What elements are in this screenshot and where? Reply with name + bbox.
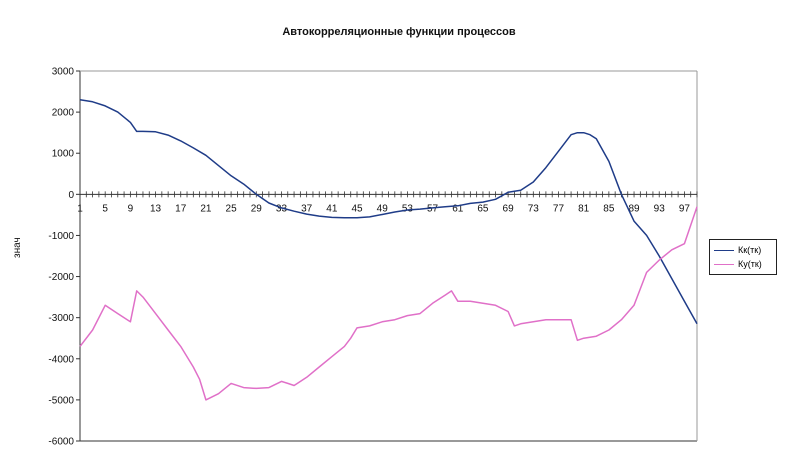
legend-label-series-2: Ку(тк) <box>738 259 762 269</box>
series-line-2 <box>79 206 698 401</box>
x-tick-label: 1 <box>77 203 83 214</box>
x-tick-label: 37 <box>301 203 313 214</box>
x-tick-label: 53 <box>402 203 414 214</box>
y-tick-label: -5000 <box>48 395 74 406</box>
x-tick-label: 45 <box>351 203 363 214</box>
x-tick-label: 9 <box>128 203 134 214</box>
y-tick-label: -3000 <box>48 313 74 324</box>
x-tick-label: 25 <box>226 203 238 214</box>
y-tick-label: -6000 <box>48 437 74 448</box>
legend-swatch-series-1 <box>714 249 734 251</box>
x-tick-label: 97 <box>679 203 691 214</box>
x-tick-label: 5 <box>102 203 108 214</box>
x-tick-label: 17 <box>175 203 187 214</box>
x-tick-label: 13 <box>150 203 162 214</box>
legend-label-series-1: Кк(тк) <box>738 245 762 255</box>
y-tick-label: -1000 <box>48 231 74 242</box>
x-tick-label: 49 <box>377 203 389 214</box>
x-tick-label: 41 <box>326 203 338 214</box>
legend: Кк(тк) Ку(тк) <box>709 239 777 275</box>
y-tick-label: 1000 <box>52 149 75 160</box>
x-tick-label: 81 <box>578 203 590 214</box>
x-tick-label: 85 <box>603 203 615 214</box>
axes: 3000 2000 1000 0 -1000 -2000 -3000 -4000 -5000 -6… <box>48 67 698 448</box>
x-tick-label: 65 <box>477 203 489 214</box>
series-line-1 <box>79 99 698 325</box>
series-group <box>79 99 698 401</box>
legend-swatch-series-2 <box>714 263 734 265</box>
legend-item-series-2: Ку(тк) <box>714 258 762 270</box>
x-tick-label: 73 <box>528 203 540 214</box>
x-tick-label: 93 <box>654 203 666 214</box>
x-tick-label: 57 <box>427 203 439 214</box>
legend-item-series-1: Кк(тк) <box>714 244 761 256</box>
x-tick-label: 89 <box>628 203 640 214</box>
x-tick-label: 29 <box>251 203 263 214</box>
x-tick-label: 21 <box>200 203 212 214</box>
x-tick-label: 69 <box>503 203 515 214</box>
y-tick-label: -2000 <box>48 272 74 283</box>
y-tick-label: 3000 <box>52 67 75 78</box>
chart-title: Автокорреляционные функции процессов <box>282 26 516 38</box>
x-tick-label: 77 <box>553 203 565 214</box>
x-tick-label: 61 <box>452 203 464 214</box>
x-tick-label: 33 <box>276 203 288 214</box>
y-tick-label: -4000 <box>48 354 74 365</box>
y-tick-label: 0 <box>68 190 74 201</box>
y-tick-label: 2000 <box>52 108 75 119</box>
